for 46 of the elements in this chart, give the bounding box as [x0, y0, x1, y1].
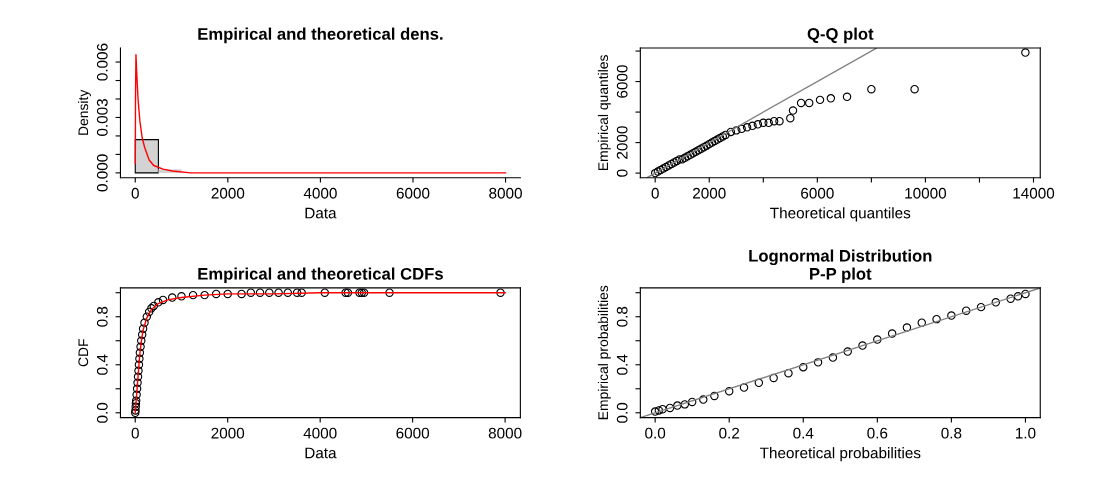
y-axis-title: Empirical probabilities — [597, 285, 611, 420]
chart-title: P-P plot — [810, 267, 872, 284]
x-tick-label: 4000 — [303, 187, 337, 199]
chart-title: Empirical and theoretical CDFs — [198, 267, 443, 284]
x-tick-label: 6000 — [396, 427, 430, 439]
x-tick-label: 2000 — [693, 187, 726, 199]
y-tick-label: 0.8 — [616, 306, 628, 327]
x-tick-label: 0.4 — [793, 427, 814, 439]
x-tick-label: 0.8 — [941, 427, 962, 439]
x-tick-label: 2000 — [211, 187, 245, 199]
x-tick-label: 6000 — [396, 187, 430, 199]
y-tick-label: 0.006 — [96, 43, 108, 81]
chart-subtitle: Lognormal Distribution — [749, 249, 932, 266]
y-tick-label: 0.8 — [96, 306, 108, 327]
x-tick-label: 6000 — [801, 187, 834, 199]
x-tick-label: 0 — [651, 187, 659, 199]
x-tick-label: 2000 — [211, 427, 245, 439]
y-tick-label: 0.000 — [96, 154, 108, 192]
y-tick-label: 0.003 — [96, 99, 108, 136]
x-axis-title: Data — [305, 447, 337, 459]
x-tick-label: 8000 — [488, 427, 522, 439]
x-tick-label: 0.6 — [867, 427, 888, 439]
x-axis-title: Theoretical probabilities — [759, 447, 921, 462]
x-tick-label: 14000 — [1013, 187, 1055, 199]
y-axis-title: CDF — [78, 339, 89, 367]
y-tick-label: 0 — [616, 169, 628, 177]
x-axis-title: Theoretical quantiles — [770, 207, 911, 222]
y-axis-title: Density — [77, 89, 91, 135]
y-tick-label: 2000 — [616, 126, 628, 159]
chart-title: Q-Q plot — [807, 27, 874, 44]
x-tick-label: 0 — [131, 187, 139, 199]
y-tick-label: 0.0 — [96, 402, 108, 423]
chart-title: Empirical and theoretical dens. — [198, 27, 443, 44]
y-axis-title: Empirical quantiles — [597, 55, 611, 170]
x-tick-label: 0 — [131, 427, 139, 439]
x-axis-title: Data — [305, 207, 337, 219]
x-tick-label: 10000 — [905, 187, 947, 199]
y-tick-label: 0.0 — [616, 402, 628, 423]
y-tick-label: 0.4 — [616, 354, 628, 375]
y-tick-label: 6000 — [616, 65, 628, 98]
x-tick-label: 0.0 — [645, 427, 666, 439]
x-tick-label: 8000 — [489, 187, 522, 199]
x-tick-label: 4000 — [303, 427, 337, 439]
x-tick-label: 0.2 — [719, 427, 740, 439]
y-tick-label: 0.4 — [96, 354, 108, 375]
x-tick-label: 1.0 — [1015, 427, 1036, 439]
